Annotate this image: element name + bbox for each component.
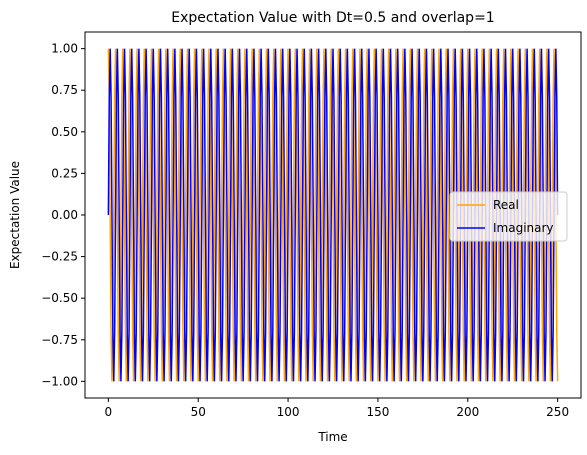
- y-tick-label: −0.25: [41, 250, 78, 264]
- y-tick-label: 0.25: [51, 166, 78, 180]
- y-tick-label: −1.00: [41, 374, 78, 388]
- x-tick-label: 250: [546, 405, 569, 419]
- x-axis-label: Time: [317, 430, 347, 444]
- y-tick-label: 0.75: [51, 83, 78, 97]
- series-layer: [107, 48, 559, 382]
- legend-label-real: Real: [493, 198, 519, 212]
- x-tick-label: 200: [456, 405, 479, 419]
- chart-title: Expectation Value with Dt=0.5 and overla…: [171, 10, 494, 26]
- y-tick-label: 1.00: [51, 42, 78, 56]
- y-tick-label: 0.50: [51, 125, 78, 139]
- series-line-imaginary: [107, 48, 559, 382]
- legend: Real Imaginary: [449, 191, 568, 242]
- y-tick-label: 0.00: [51, 208, 78, 222]
- x-tick-label: 50: [191, 405, 206, 419]
- legend-label-imaginary: Imaginary: [493, 221, 554, 235]
- x-tick-label: 0: [105, 405, 113, 419]
- y-axis-label: Expectation Value: [8, 161, 22, 269]
- y-tick-label: −0.75: [41, 333, 78, 347]
- x-tick-label: 150: [366, 405, 389, 419]
- x-tick-label: 100: [277, 405, 300, 419]
- y-axis-ticks: −1.00 −0.75 −0.50 −0.25 0.00 0.25 0.50 0.75 1.00: [41, 42, 85, 388]
- y-tick-label: −0.50: [41, 291, 78, 305]
- x-axis-ticks: 0 50 100 150 200 250: [105, 398, 569, 419]
